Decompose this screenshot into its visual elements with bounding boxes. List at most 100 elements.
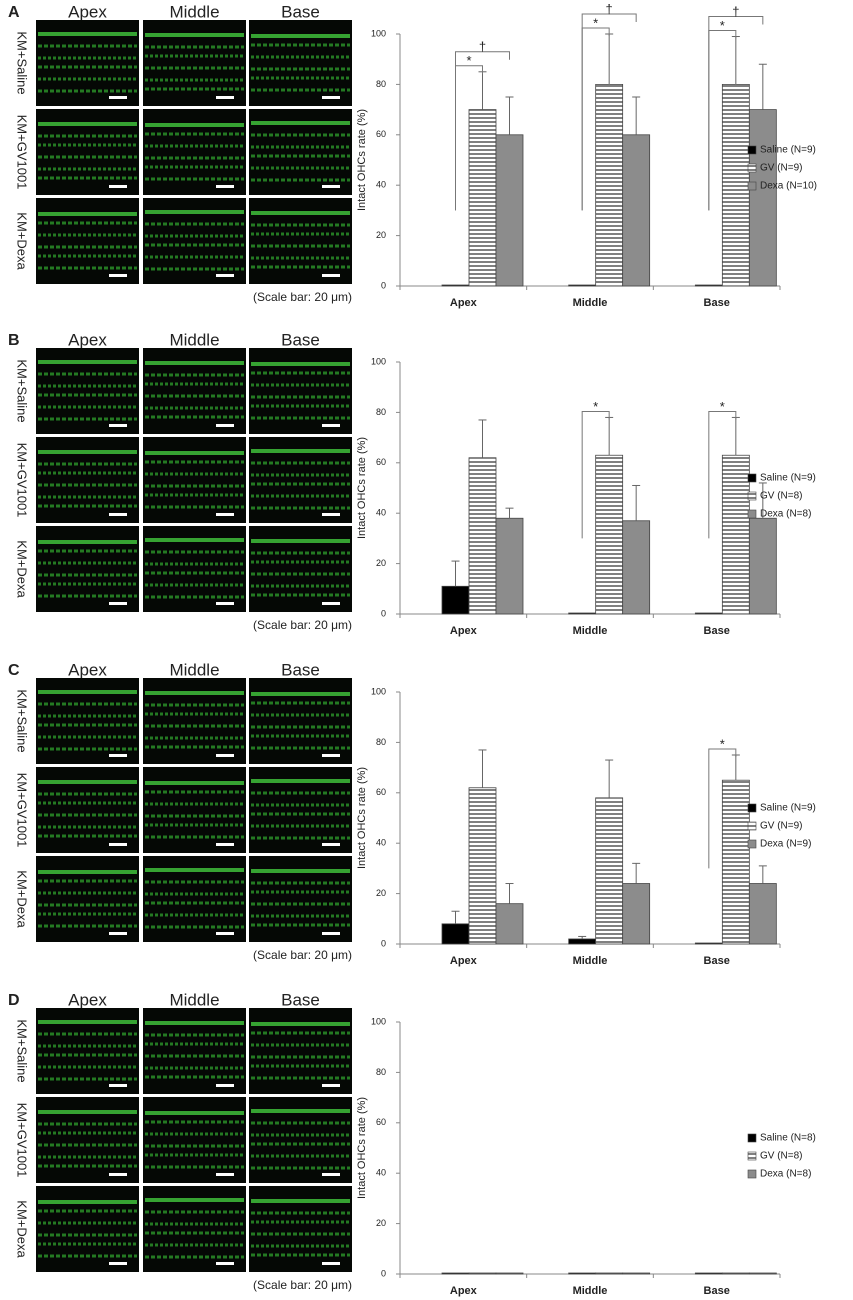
error-bar bbox=[605, 416, 614, 456]
scale-bar bbox=[322, 754, 340, 757]
legend-label: Dexa (N=8) bbox=[760, 509, 811, 520]
error-bar bbox=[731, 36, 740, 85]
bar bbox=[441, 923, 470, 945]
column-header: Apex bbox=[68, 330, 107, 349]
y-axis-label: Intact OHCs rate (%) bbox=[356, 437, 368, 539]
micrograph bbox=[249, 526, 352, 612]
scale-bar bbox=[216, 185, 234, 188]
micrograph bbox=[36, 767, 139, 853]
scale-bar bbox=[322, 1262, 340, 1265]
y-tick-label: 100 bbox=[371, 356, 386, 366]
micrograph-bg bbox=[249, 20, 352, 106]
micrograph bbox=[249, 109, 352, 195]
scale-bar bbox=[322, 424, 340, 427]
row-label: KM+Dexa bbox=[15, 870, 30, 928]
micrograph bbox=[249, 198, 352, 284]
micrograph bbox=[249, 1186, 352, 1272]
y-tick-label: 0 bbox=[381, 938, 386, 948]
bar bbox=[468, 787, 497, 945]
bar bbox=[721, 1272, 750, 1275]
scale-bar bbox=[109, 754, 127, 757]
micrograph bbox=[249, 678, 352, 764]
micrograph bbox=[143, 856, 246, 942]
error-bar bbox=[758, 482, 767, 519]
micrograph bbox=[36, 109, 139, 195]
panel-letter: C bbox=[8, 662, 20, 679]
bar bbox=[568, 612, 597, 615]
bar bbox=[721, 779, 750, 945]
micrograph bbox=[143, 526, 246, 612]
y-axis-label: Intact OHCs rate (%) bbox=[356, 109, 368, 211]
x-tick-label: Base bbox=[704, 1285, 730, 1297]
y-tick-label: 20 bbox=[376, 1218, 386, 1228]
micrograph-bg bbox=[249, 856, 352, 942]
panel-letter: A bbox=[8, 4, 20, 21]
row-label: KM+Saline bbox=[15, 31, 30, 94]
scale-bar bbox=[109, 274, 127, 277]
bar bbox=[622, 520, 651, 615]
bar bbox=[721, 454, 750, 615]
column-header: Apex bbox=[68, 990, 107, 1009]
significance-mark: * bbox=[720, 18, 725, 33]
error-bar bbox=[758, 63, 767, 110]
micrograph bbox=[36, 1008, 139, 1094]
legend-swatch bbox=[747, 839, 757, 849]
scale-bar bbox=[109, 96, 127, 99]
scale-bar bbox=[109, 1173, 127, 1176]
scale-bar bbox=[109, 513, 127, 516]
y-tick-label: 100 bbox=[371, 686, 386, 696]
scale-bar bbox=[109, 1262, 127, 1265]
micrograph-bg bbox=[143, 109, 246, 195]
bar bbox=[441, 284, 470, 287]
micrograph-bg bbox=[143, 1008, 246, 1094]
error-bar bbox=[478, 749, 487, 788]
row-label: KM+GV1001 bbox=[15, 773, 30, 848]
legend-swatch bbox=[747, 1151, 757, 1161]
row-label: KM+GV1001 bbox=[15, 1103, 30, 1178]
micrograph bbox=[249, 767, 352, 853]
micrograph bbox=[249, 437, 352, 523]
micrograph-bg bbox=[36, 767, 139, 853]
micrograph-bg bbox=[36, 437, 139, 523]
bar bbox=[568, 938, 597, 945]
error-bar bbox=[578, 935, 587, 939]
error-bar bbox=[478, 71, 487, 110]
legend-label: GV (N=9) bbox=[760, 821, 803, 832]
column-header: Base bbox=[281, 990, 320, 1009]
scale-bar bbox=[216, 843, 234, 846]
significance-mark: † bbox=[479, 39, 486, 54]
error-bar bbox=[731, 416, 740, 456]
micrograph bbox=[143, 198, 246, 284]
y-tick-label: 0 bbox=[381, 608, 386, 618]
error-bar bbox=[505, 883, 514, 904]
micrograph bbox=[143, 678, 246, 764]
legend-label: Saline (N=9) bbox=[760, 145, 816, 156]
y-axis-label: Intact OHCs rate (%) bbox=[356, 1097, 368, 1199]
x-tick-label: Apex bbox=[450, 955, 478, 967]
column-header: Base bbox=[281, 2, 320, 21]
legend-swatch bbox=[747, 1133, 757, 1143]
x-tick-label: Middle bbox=[573, 955, 608, 967]
error-bar bbox=[758, 865, 767, 884]
scale-bar bbox=[216, 754, 234, 757]
significance-bracket bbox=[708, 16, 764, 211]
x-tick-label: Base bbox=[704, 955, 730, 967]
x-tick-label: Apex bbox=[450, 297, 478, 309]
bar bbox=[495, 517, 524, 615]
micrograph bbox=[249, 856, 352, 942]
y-tick-label: 80 bbox=[376, 737, 386, 747]
bar bbox=[622, 134, 651, 287]
y-tick-label: 60 bbox=[376, 129, 386, 139]
panel-letter: B bbox=[8, 332, 20, 349]
scale-bar bbox=[322, 843, 340, 846]
legend-swatch bbox=[747, 821, 757, 831]
y-tick-label: 40 bbox=[376, 838, 386, 848]
scale-bar bbox=[216, 513, 234, 516]
error-bar bbox=[605, 33, 614, 85]
y-tick-label: 80 bbox=[376, 79, 386, 89]
error-bar bbox=[451, 560, 460, 587]
legend-label: Dexa (N=10) bbox=[760, 181, 817, 192]
micrograph bbox=[36, 678, 139, 764]
legend-label: Saline (N=9) bbox=[760, 473, 816, 484]
y-tick-label: 0 bbox=[381, 1268, 386, 1278]
